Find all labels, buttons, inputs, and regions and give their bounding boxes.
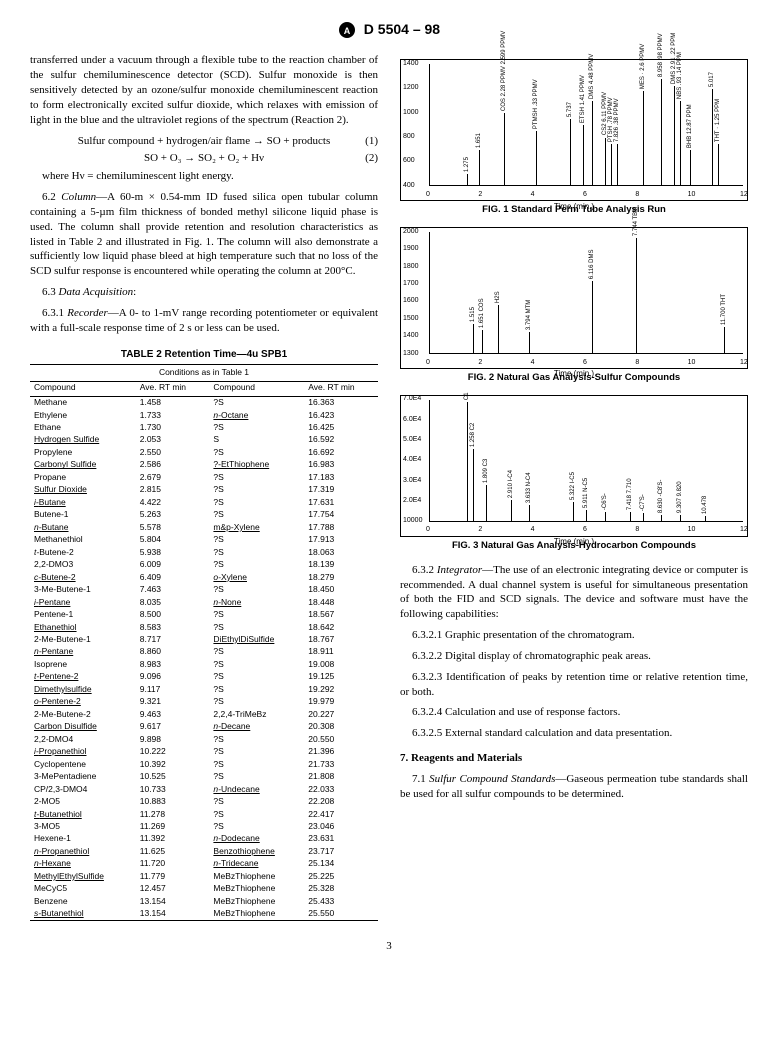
- page-number: 3: [30, 939, 748, 954]
- equation-1: Sulfur compound + hydrogen/air flame → S…: [30, 134, 378, 149]
- sec-6-3-2-4: 6.3.2.4 Calculation and use of response …: [400, 705, 748, 720]
- fig-3-chart: 100002.0E43.0E44.0E45.0E46.0E47.0E402468…: [400, 395, 748, 537]
- table-2-title: TABLE 2 Retention Time—4u SPB1: [30, 348, 378, 362]
- doc-header: A D 5504 – 98: [30, 20, 748, 39]
- standard-number: D 5504 – 98: [364, 21, 440, 37]
- sec-6-2: 6.2 Column—A 60-m × 0.54-mm ID fused sil…: [30, 190, 378, 279]
- fig-2-chart: 1300140015001600170018001900200002468101…: [400, 227, 748, 369]
- sec-6-3-2-3: 6.3.2.3 Identification of peaks by reten…: [400, 670, 748, 700]
- hv-definition: where Hν = chemiluminescent light energy…: [30, 169, 378, 184]
- sec-6-3-2-2: 6.3.2.2 Digital display of chromatograph…: [400, 649, 748, 664]
- intro-paragraph: transferred under a vacuum through a fle…: [30, 53, 378, 127]
- equation-2: SO + O₃ → SO₂ + O₂ + Hν(2): [30, 151, 378, 166]
- retention-table: Conditions as in Table 1 Compound Ave. R…: [30, 364, 378, 921]
- sec-7-1: 7.1 Sulfur Compound Standards—Gaseous pe…: [400, 772, 748, 802]
- fig-1-chart: 400600800100012001400024681012Time (min.…: [400, 59, 748, 201]
- sec-6-3-2-1: 6.3.2.1 Graphic presentation of the chro…: [400, 628, 748, 643]
- sec-6-3-1: 6.3.1 Recorder—A 0- to 1-mV range record…: [30, 306, 378, 336]
- sec-7-heading: 7. Reagents and Materials: [400, 751, 748, 766]
- sec-6-3: 6.3 Data Acquisition:: [30, 285, 378, 300]
- sec-6-3-2-5: 6.3.2.5 External standard calculation an…: [400, 726, 748, 741]
- svg-text:A: A: [344, 26, 351, 36]
- sec-6-3-2: 6.3.2 Integrator—The use of an electroni…: [400, 563, 748, 622]
